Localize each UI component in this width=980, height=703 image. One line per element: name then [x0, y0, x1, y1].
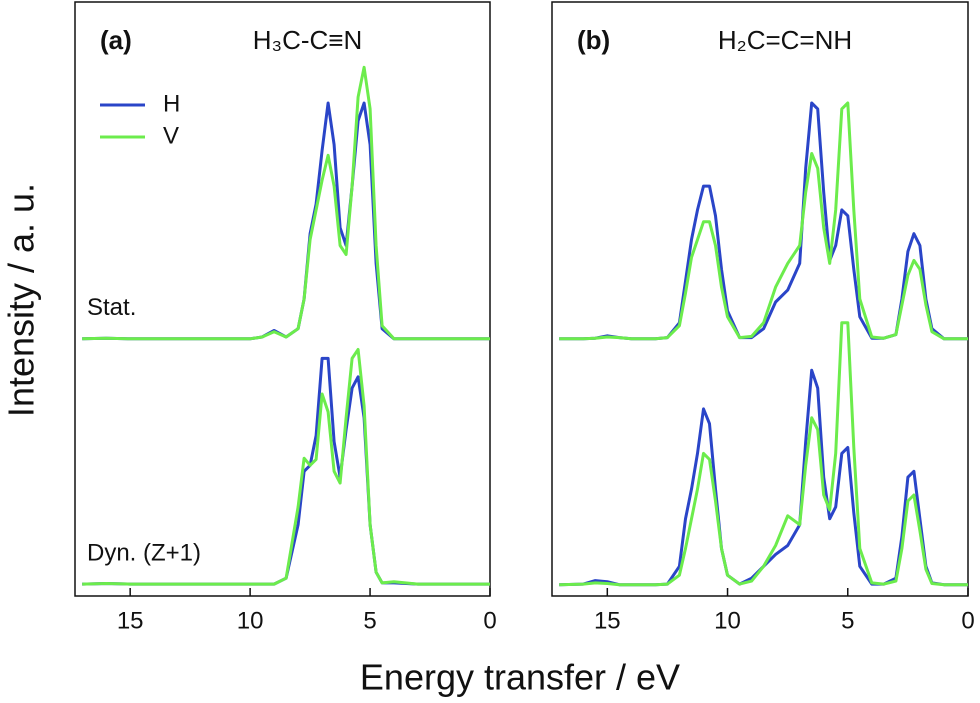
- spectrum-line: [559, 101, 968, 341]
- x-tick-label: 10: [237, 607, 264, 634]
- legend-label: V: [163, 122, 179, 149]
- group-label: Dyn. (Z+1): [87, 539, 201, 566]
- panel-label: (a): [100, 25, 132, 55]
- plot-frame: [551, 1, 969, 597]
- plot-frame: [74, 1, 491, 597]
- panel-label: (b): [577, 25, 610, 55]
- spectrum-line: [82, 65, 490, 341]
- x-tick-label: 15: [117, 607, 144, 634]
- x-tick-label: 5: [841, 607, 854, 634]
- x-tick-label: 10: [714, 607, 741, 634]
- y-axis-title: Intensity / a. u.: [1, 183, 42, 417]
- panel-title: H₂C=C=NH: [718, 25, 852, 55]
- spectrum-line: [559, 101, 968, 341]
- x-tick-label: 0: [961, 607, 974, 634]
- legend-label: H: [163, 90, 180, 117]
- group-label: Stat.: [87, 294, 136, 321]
- x-tick-label: 15: [594, 607, 621, 634]
- x-axis-title: Energy transfer / eV: [360, 657, 680, 698]
- panel-title: H₃C-C≡N: [253, 25, 363, 55]
- x-tick-label: 0: [483, 607, 496, 634]
- spectrum-line: [82, 348, 490, 586]
- x-tick-label: 5: [363, 607, 376, 634]
- spectrum-line: [559, 368, 968, 587]
- spectrum-line: [559, 321, 968, 587]
